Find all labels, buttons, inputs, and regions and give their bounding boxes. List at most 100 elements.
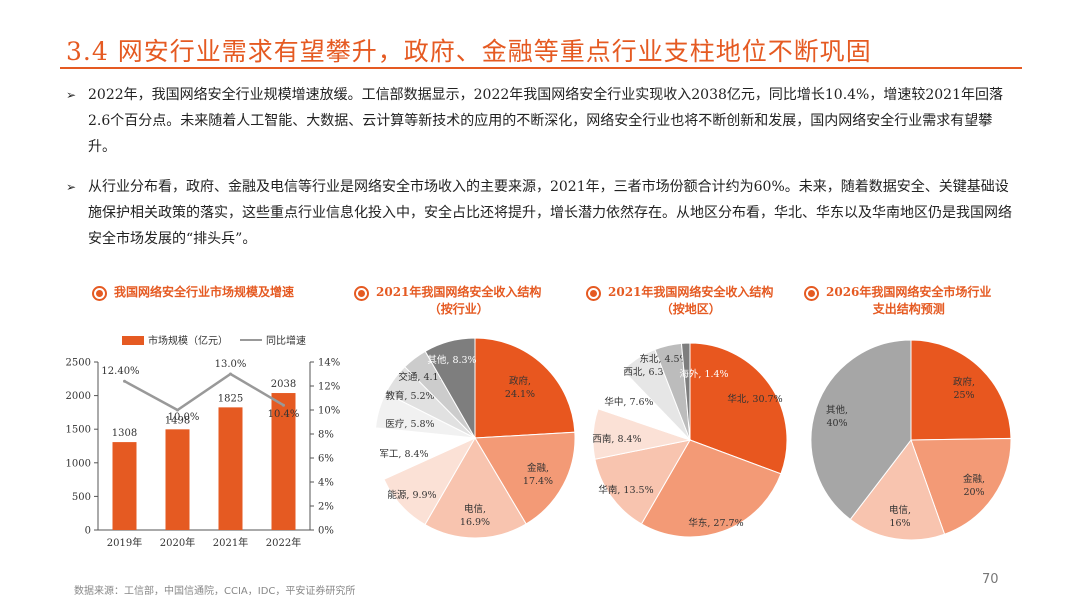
pie-label-name: 华中, xyxy=(604,396,626,408)
y-right-tick-label: 0% xyxy=(318,526,334,537)
pie-label: 其他, xyxy=(826,404,848,416)
bar xyxy=(271,393,296,530)
target-icon xyxy=(804,286,819,301)
growth-value-label: 12.40% xyxy=(101,366,139,377)
growth-point xyxy=(282,403,285,407)
y-right-tick-label: 10% xyxy=(318,406,340,417)
pie-label: 电信, xyxy=(889,504,911,516)
growth-line xyxy=(123,372,285,412)
pie-label-name: 海外, xyxy=(679,368,701,380)
pie-percent: 24.1% xyxy=(505,389,535,400)
bar xyxy=(112,442,137,530)
pie-label-name: 教育, xyxy=(385,390,407,402)
pie-label: 教育, 5.2% xyxy=(385,390,434,402)
pie-label-name: 军工, xyxy=(379,449,401,460)
pie-label: 其他, 8.3% xyxy=(427,354,476,366)
y-left-tick-label: 500 xyxy=(72,492,91,503)
target-icon xyxy=(92,286,107,301)
bullet-arrow-icon: ➢ xyxy=(66,88,77,102)
pie-label: 东北, 4.5% xyxy=(639,353,688,365)
pie-percent: 27.7% xyxy=(713,518,743,529)
pie-label: 交通, 4.1% xyxy=(398,371,447,383)
bar-value-label: 1498 xyxy=(165,415,190,426)
page-title: 3.4 网安行业需求有望攀升，政府、金融等重点行业支柱地位不断巩固 xyxy=(66,37,872,66)
forecast-pie-chart: 政府, 25% 金融, 20% 电信, 16% 其他, 40% xyxy=(810,339,1012,541)
pie-label: 医疗, 5.8% xyxy=(385,418,434,430)
pie-slice xyxy=(474,337,576,439)
y-right-tick-label: 8% xyxy=(318,430,334,441)
pie-label-name: 西北, xyxy=(623,367,645,378)
industry-pie-chart: 政府, 24.1% 金融, 17.4% 电信, 16.9% 能源, 9.9% 军工, 8.4% 医疗… xyxy=(374,337,576,539)
pie-label: 金融, xyxy=(963,473,985,485)
pie-percent: 13.5% xyxy=(623,485,653,496)
pie-percent: 6.3% xyxy=(648,367,672,378)
y-left-tick-label: 1500 xyxy=(66,425,91,436)
chart-header-text: 2021年我国网络安全收入结构 （按地区） xyxy=(608,285,774,316)
growth-point xyxy=(123,379,126,383)
pie-slice xyxy=(810,339,912,521)
pie-percent: 8.3% xyxy=(452,355,476,366)
pie-percent: 8.4% xyxy=(404,449,428,460)
pie-percent: 7.6% xyxy=(629,397,653,408)
bullet-text: 2022年，我国网络安全行业规模增速放缓。工信部数据显示，2022年我国网络安全… xyxy=(88,87,1003,155)
pie-label: 能源, 9.9% xyxy=(387,489,436,501)
pie-percent: 30.7% xyxy=(752,394,782,405)
y-right-tick-label: 4% xyxy=(318,478,334,489)
y-right-tick-label: 12% xyxy=(318,382,340,393)
growth-point xyxy=(176,408,179,412)
pie-label: 军工, 8.4% xyxy=(379,449,428,460)
pie-label-name: 东北, xyxy=(639,353,661,365)
x-tick-label: 2019年 xyxy=(107,536,142,549)
bullet-paragraph-1: ➢ 2022年，我国网络安全行业规模增速放缓。工信部数据显示，2022年我国网络… xyxy=(66,82,1016,160)
legend-label-line: 同比增速 xyxy=(266,334,306,347)
pie-label: 华东, 27.7% xyxy=(688,517,743,529)
pie-label-name: 医疗, xyxy=(385,418,407,430)
growth-point xyxy=(229,372,232,376)
pie-label-name: 西南, xyxy=(592,433,614,445)
page-number: 70 xyxy=(982,572,999,587)
pie-slice xyxy=(849,438,946,541)
pie-percent: 17.4% xyxy=(523,476,553,487)
pie-label: 海外, 1.4% xyxy=(679,368,728,380)
chart-header-region: 2021年我国网络安全收入结构 （按地区） xyxy=(586,284,773,318)
legend-label-bar: 市场规模（亿元） xyxy=(148,334,228,347)
pie-percent: 20% xyxy=(963,487,984,498)
pie-percent: 4.5% xyxy=(664,354,688,365)
pie-percent: 1.4% xyxy=(704,369,728,380)
pie-label-name: 华北, xyxy=(727,393,749,405)
data-source-note: 数据来源：工信部，中国信通院，CCIA，IDC，平安证券研究所 xyxy=(74,586,356,597)
pie-label-name: 其他, xyxy=(427,354,449,366)
chart-header-forecast: 2026年我国网络安全市场行业 支出结构预测 xyxy=(804,284,991,318)
target-icon xyxy=(586,286,601,301)
legend-swatch-bar xyxy=(122,336,144,345)
x-tick-label: 2020年 xyxy=(160,536,195,549)
y-left-tick-label: 2500 xyxy=(66,358,91,369)
pie-percent: 40% xyxy=(826,418,847,429)
y-left-tick-label: 0 xyxy=(85,526,91,537)
x-tick-label: 2021年 xyxy=(213,536,248,549)
pie-slice xyxy=(689,342,788,475)
pie-percent: 4.1% xyxy=(423,372,447,383)
bar-value-label: 1825 xyxy=(218,393,243,404)
chart-header-text: 我国网络安全行业市场规模及增速 xyxy=(114,285,295,299)
y-right-tick-label: 2% xyxy=(318,502,334,513)
pie-slice xyxy=(474,431,576,525)
y-left-tick-label: 1000 xyxy=(66,458,91,469)
bullet-arrow-icon: ➢ xyxy=(66,180,77,194)
pie-slice xyxy=(910,339,1012,441)
pie-percent: 25% xyxy=(953,390,974,401)
pie-label-name: 交通, xyxy=(398,371,420,383)
chart-header-text: 2026年我国网络安全市场行业 支出结构预测 xyxy=(826,285,992,316)
pie-label-name: 能源, xyxy=(387,489,409,501)
pie-slice xyxy=(594,439,691,525)
pie-slice xyxy=(910,437,1012,535)
pie-slice xyxy=(424,337,476,440)
pie-percent: 5.8% xyxy=(410,419,434,430)
pie-label: 西北, 6.3% xyxy=(623,367,672,378)
pie-percent: 8.4% xyxy=(617,434,641,445)
bar xyxy=(218,407,243,530)
pie-label-name: 华南, xyxy=(598,484,620,496)
pie-label: 电信, xyxy=(464,503,486,515)
bar xyxy=(165,429,190,530)
y-left-tick-label: 2000 xyxy=(66,391,91,402)
